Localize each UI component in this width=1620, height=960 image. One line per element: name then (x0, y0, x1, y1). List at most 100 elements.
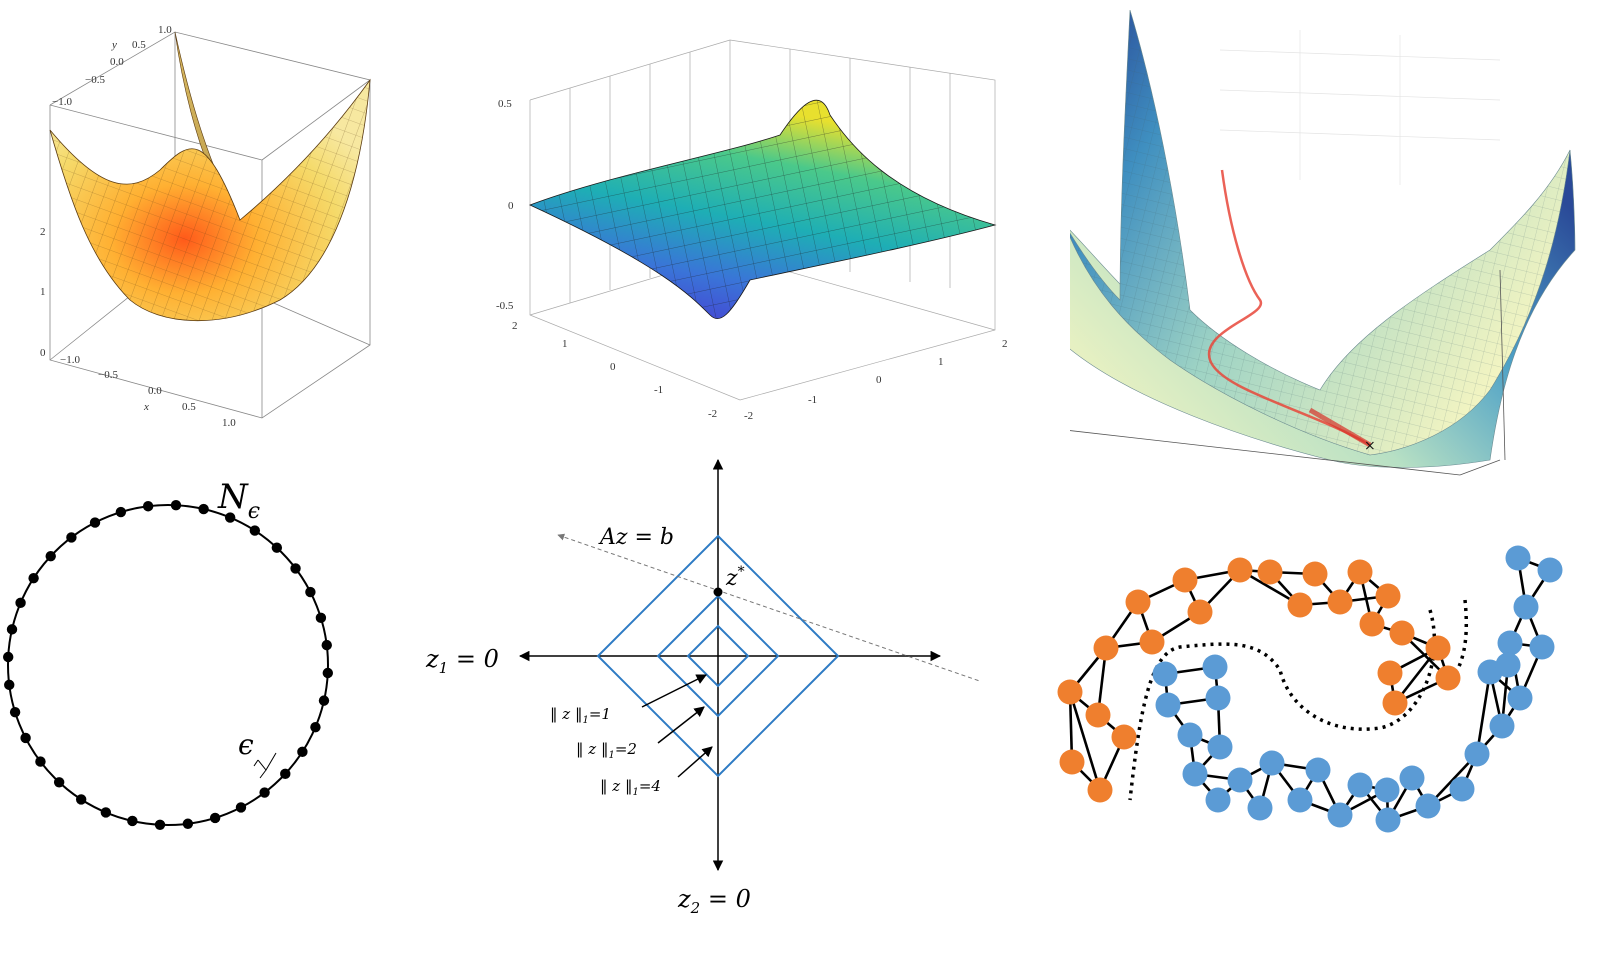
orange-node (1059, 749, 1085, 775)
valley-axes (1070, 269, 1506, 476)
cluster-graph-diagram (1057, 545, 1563, 833)
orange-node (1287, 592, 1313, 618)
bowl-y-tick: −1.0 (52, 96, 72, 108)
wave-left-tick: 0 (610, 361, 616, 373)
bowl-x-tick: 0.0 (148, 385, 162, 397)
wave-right-tick: 2 (1002, 338, 1008, 350)
blue-node (1489, 713, 1515, 739)
net-point (209, 812, 221, 824)
bowl-y-label: y (111, 39, 117, 51)
descent-path-thick (1308, 407, 1372, 448)
bowl-x-tick: −0.5 (98, 369, 118, 381)
orange-node (1377, 660, 1403, 686)
graph-edge (1068, 691, 1102, 791)
net-point (2, 651, 14, 663)
net-point (9, 706, 21, 718)
blue-node (1505, 545, 1531, 571)
norm-arrow-1 (641, 674, 707, 708)
l1-norm-diagram: Az = b z* z1 = 0 z2 = 0 ‖ z ‖1=1 ‖ z ‖1=… (425, 458, 980, 917)
blue-node (1507, 685, 1533, 711)
blue-node (1205, 787, 1231, 813)
constraint-line (557, 533, 980, 682)
orange-node (1382, 690, 1408, 716)
norm-label-2: ‖ z ‖1=2 (576, 740, 637, 761)
bowl-y-tick: −0.5 (85, 74, 105, 86)
norm-label-1: ‖ z ‖1=1 (550, 705, 611, 726)
bowl-x-tick: −1.0 (60, 354, 80, 366)
blue-node (1152, 661, 1178, 687)
cut-boundary-upper (1443, 599, 1469, 692)
blue-node (1259, 750, 1285, 776)
net-point (170, 499, 182, 511)
epsilon-label: ϵ (238, 728, 254, 761)
orange-node (1425, 635, 1451, 661)
wave-z-tick: 0 (508, 200, 514, 212)
blue-node (1529, 634, 1555, 660)
l1-ball-1 (686, 624, 750, 688)
valley-grid (1219, 30, 1501, 185)
blue-node (1415, 793, 1441, 819)
net-point (235, 802, 247, 813)
bowl-surface-plot: 2 1 0 −1.0 −0.5 0.0 0.5 1.0 y −1.0 −0.5 … (40, 24, 371, 429)
l1-ball-3 (596, 534, 840, 778)
orange-node (1435, 665, 1461, 691)
net-label: Nϵ (217, 477, 260, 524)
bowl-z-tick-0: 0 (40, 347, 46, 359)
valley-mesh (1070, 10, 1570, 455)
net-point (322, 667, 334, 679)
blue-node (1449, 776, 1475, 802)
bowl-y-tick: 0.5 (132, 39, 146, 51)
bowl-y-tick: 1.0 (158, 24, 172, 36)
blue-node (1182, 761, 1208, 787)
orange-node (1327, 589, 1353, 615)
wave-right-tick: -2 (744, 410, 753, 422)
orange-node (1057, 679, 1083, 705)
net-point (315, 612, 327, 624)
wave-z-tick: 0.5 (498, 98, 512, 110)
net-point (127, 815, 138, 827)
blue-node (1207, 734, 1233, 760)
orange-node (1375, 583, 1401, 609)
net-point (28, 572, 39, 584)
net-point (249, 525, 261, 536)
blue-node (1513, 594, 1539, 620)
blue-node (1305, 757, 1331, 783)
orange-node (1257, 559, 1283, 585)
norm-arrow-2 (657, 706, 705, 744)
constraint-label: Az = b (598, 525, 674, 550)
wave-surface-plot: 0.5 0 -0.5 2 1 0 -1 -2 -2 -1 0 1 2 (496, 39, 1008, 422)
net-point (20, 732, 31, 744)
descent-path (1207, 169, 1371, 447)
valley-surface-plot: × (1070, 10, 1576, 476)
net-point (45, 550, 56, 562)
net-point (89, 517, 101, 528)
net-point (297, 746, 308, 758)
blue-node (1399, 765, 1425, 791)
orange-node (1111, 724, 1137, 750)
norm-label-3: ‖ z ‖1=4 (600, 777, 661, 798)
net-point (66, 532, 77, 543)
wave-right-tick: 0 (876, 374, 882, 386)
net-point (154, 819, 166, 830)
net-point (15, 597, 26, 609)
net-point (53, 777, 65, 788)
blue-node (1177, 722, 1203, 748)
orange-node (1172, 567, 1198, 593)
l1-balls (596, 534, 840, 778)
wave-right-tick: 1 (938, 356, 944, 368)
orange-node (1085, 702, 1111, 728)
graph-edge (1475, 671, 1492, 755)
bowl-x-tick: 1.0 (222, 417, 236, 429)
blue-node (1227, 767, 1253, 793)
blue-node (1155, 692, 1181, 718)
blue-node (1202, 654, 1228, 680)
net-point (198, 503, 209, 515)
net-point (4, 679, 15, 691)
bowl-x-label: x (143, 401, 149, 413)
net-point (280, 768, 291, 780)
orange-node (1087, 777, 1113, 803)
norm-arrow-3 (677, 746, 713, 778)
blue-node (1375, 807, 1401, 833)
wave-right-tick: -1 (808, 394, 817, 406)
orange-node (1227, 557, 1253, 583)
